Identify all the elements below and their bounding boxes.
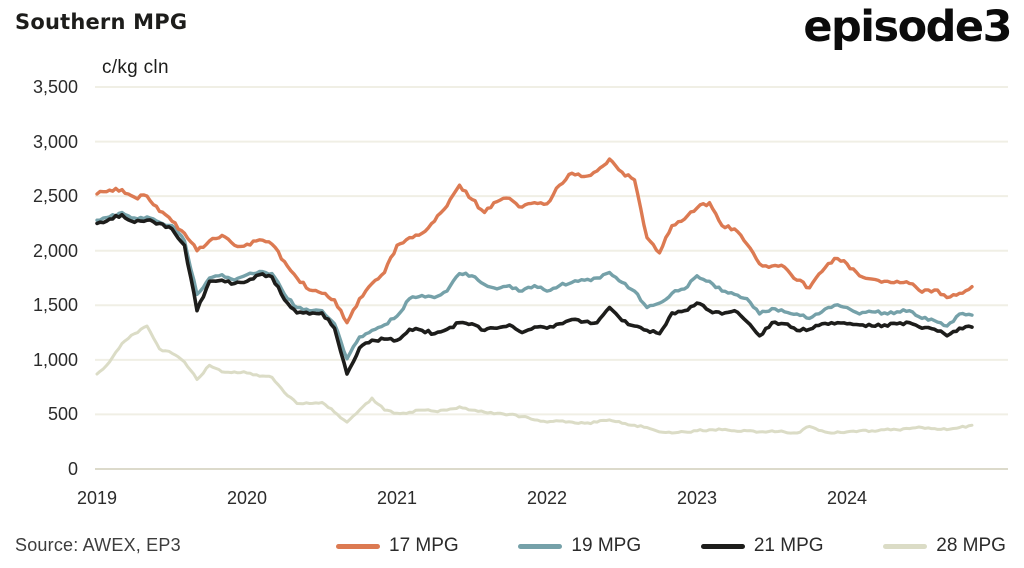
- series-line-28-mpg: [95, 324, 974, 435]
- y-axis-tick-label-1500: 1,500: [32, 295, 78, 315]
- legend-item-19-mpg: 19 MPG: [518, 535, 641, 557]
- legend-label-19-mpg: 19 MPG: [571, 535, 642, 556]
- y-axis-tick-label-3000: 3,000: [32, 132, 78, 152]
- legend: 17 MPG 19 MPG 21 MPG 28 MPG: [336, 533, 1006, 559]
- y-axis-tick-label-3500: 3,500: [32, 77, 78, 97]
- x-axis-tick-label-2024: 2024: [826, 488, 868, 508]
- series-line-19-mpg: [95, 210, 974, 361]
- x-axis-tick-label-2020: 2020: [226, 488, 268, 508]
- legend-item-28-mpg: 28 MPG: [883, 535, 1006, 557]
- y-axis-tick-label-0: 0: [67, 459, 78, 479]
- chart-title: Southern MPG: [15, 10, 188, 34]
- legend-item-17-mpg: 17 MPG: [336, 535, 459, 557]
- x-axis-tick-label-2022: 2022: [526, 488, 568, 508]
- legend-swatch-17-mpg: [336, 543, 380, 549]
- y-axis-tick-label-500: 500: [47, 404, 78, 424]
- series-line-21-mpg: [95, 212, 974, 376]
- series-line-17-mpg: [95, 157, 974, 325]
- y-axis-tick-label-2500: 2,500: [32, 186, 78, 206]
- x-axis-tick-label-2019: 2019: [76, 488, 118, 508]
- unit-label: c/kg cln: [102, 57, 169, 78]
- legend-swatch-28-mpg: [883, 543, 928, 549]
- x-axis-tick-label-2021: 2021: [376, 488, 418, 508]
- brand-logo: episode3: [803, 2, 1012, 52]
- legend-swatch-19-mpg: [518, 543, 563, 549]
- y-axis-tick-label-1000: 1,000: [32, 350, 78, 370]
- legend-item-21-mpg: 21 MPG: [700, 535, 824, 557]
- y-axis-tick-label-2000: 2,000: [32, 241, 78, 261]
- legend-label-28-mpg: 28 MPG: [936, 535, 1006, 556]
- legend-label-21-mpg: 21 MPG: [753, 535, 824, 556]
- legend-swatch-21-mpg: [700, 543, 745, 549]
- legend-label-17-mpg: 17 MPG: [389, 535, 459, 556]
- x-axis-tick-label-2023: 2023: [676, 488, 718, 508]
- source-note: Source: AWEX, EP3: [15, 535, 181, 555]
